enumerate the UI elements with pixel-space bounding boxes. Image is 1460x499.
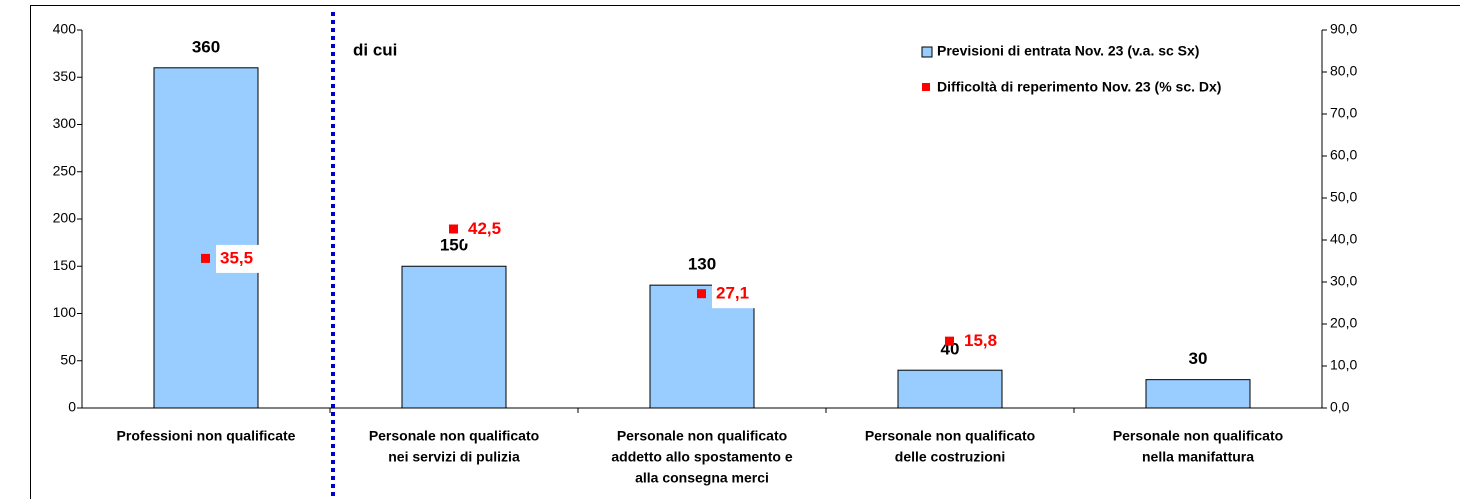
y2-tick-label: 90,0 xyxy=(1330,21,1357,37)
y2-tick-label: 50,0 xyxy=(1330,189,1357,205)
y2-tick-label: 10,0 xyxy=(1330,357,1357,373)
y-tick-label: 350 xyxy=(53,68,77,84)
marker-value-label: 27,1 xyxy=(716,284,749,303)
marker xyxy=(697,289,706,299)
bar-value-label: 150 xyxy=(440,236,468,255)
marker-value-label: 42,5 xyxy=(468,219,501,238)
label-bg xyxy=(216,244,266,273)
y2-tick-label: 0,0 xyxy=(1330,399,1350,415)
bar-value-label: 30 xyxy=(1189,349,1208,368)
label-bg xyxy=(960,327,1010,356)
legend-label: Difficoltà di reperimento Nov. 23 (% sc.… xyxy=(937,79,1221,95)
y2-tick-label: 40,0 xyxy=(1330,231,1357,247)
x-tick-label: delle costruzioni xyxy=(895,449,1005,465)
y-tick-label: 200 xyxy=(53,210,77,226)
bar xyxy=(401,265,507,409)
y2-tick-label: 60,0 xyxy=(1330,147,1357,163)
x-tick-label: Personale non qualificato xyxy=(1113,428,1283,444)
x-tick-label: Personale non qualificato xyxy=(865,428,1035,444)
frame xyxy=(30,5,1460,499)
y-tick-label: 50 xyxy=(60,351,76,367)
marker xyxy=(201,253,210,263)
legend-label: Previsioni di entrata Nov. 23 (v.a. sc S… xyxy=(937,43,1199,59)
label-bg xyxy=(464,215,514,244)
y-tick-label: 300 xyxy=(53,115,77,131)
bar xyxy=(153,67,259,409)
label-bg xyxy=(712,280,762,309)
x-tick-label: Personale non qualificato xyxy=(617,428,787,444)
marker xyxy=(449,224,458,234)
x-tick-label: Professioni non qualificate xyxy=(117,428,296,444)
y-tick-label: 150 xyxy=(53,257,77,273)
marker-value-label: 15,8 xyxy=(964,331,997,350)
marker xyxy=(945,336,954,346)
y2-tick-label: 20,0 xyxy=(1330,315,1357,331)
marker-value-label: 35,5 xyxy=(220,248,253,267)
bar xyxy=(897,369,1003,409)
y2-tick-label: 80,0 xyxy=(1330,63,1357,79)
y2-tick-label: 70,0 xyxy=(1330,105,1357,121)
x-tick-label: Personale non qualificato xyxy=(369,428,539,444)
legend-swatch xyxy=(922,83,930,91)
x-tick-label: nella manifattura xyxy=(1142,449,1254,465)
y2-tick-label: 30,0 xyxy=(1330,273,1357,289)
bar xyxy=(1145,379,1251,409)
y-tick-label: 250 xyxy=(53,162,77,178)
x-tick-label: addetto allo spostamento e xyxy=(611,449,792,465)
bar-value-label: 360 xyxy=(192,37,220,56)
legend-swatch xyxy=(921,46,933,58)
annotation: di cui xyxy=(353,40,397,59)
y-tick-label: 100 xyxy=(53,304,77,320)
y-tick-label: 0 xyxy=(68,399,76,415)
x-tick-label: nei servizi di pulizia xyxy=(388,449,520,465)
x-tick-label: alla consegna merci xyxy=(635,470,769,486)
y-tick-label: 400 xyxy=(53,21,77,37)
bar-value-label: 130 xyxy=(688,255,716,274)
